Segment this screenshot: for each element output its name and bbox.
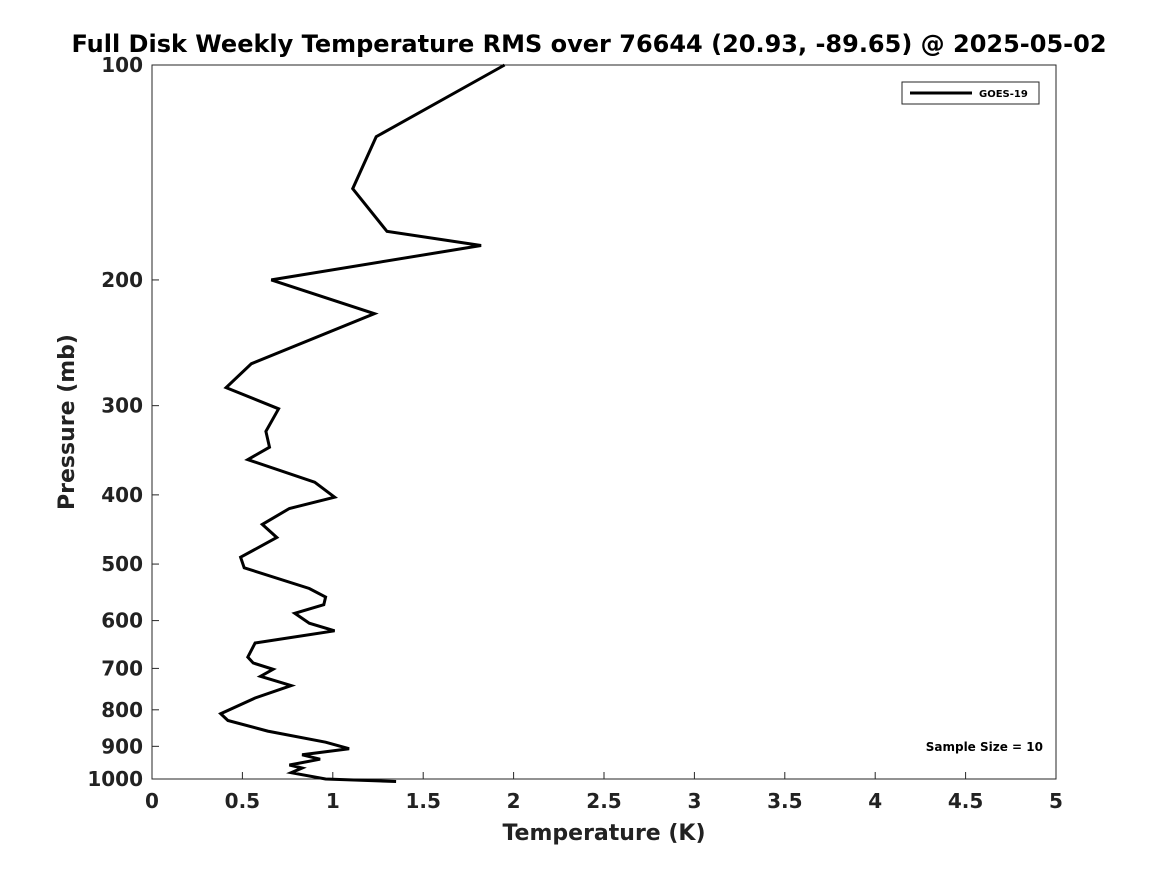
x-tick-label: 1 bbox=[326, 789, 340, 813]
x-tick-label: 3 bbox=[687, 789, 701, 813]
y-tick-label: 300 bbox=[101, 394, 143, 418]
y-tick-label: 600 bbox=[101, 609, 143, 633]
x-tick-label: 2.5 bbox=[586, 789, 621, 813]
y-tick-label: 400 bbox=[101, 483, 143, 507]
x-tick-label: 4 bbox=[868, 789, 882, 813]
legend-entry-goes-19: GOES-19 bbox=[979, 89, 1028, 100]
sample-size-annotation: Sample Size = 10 bbox=[926, 740, 1043, 754]
y-axis-label: Pressure (mb) bbox=[55, 334, 80, 510]
y-tick-label: 800 bbox=[101, 698, 143, 722]
x-axis: 0 0.5 1 1.5 2 2.5 3 3.5 4 4.5 5 bbox=[145, 772, 1063, 813]
y-axis: 100 200 300 400 500 600 700 800 900 1000 bbox=[87, 53, 159, 791]
x-tick-label: 4.5 bbox=[948, 789, 983, 813]
y-tick-label: 200 bbox=[101, 268, 143, 292]
y-tick-label: 500 bbox=[101, 552, 143, 576]
x-tick-label: 0.5 bbox=[225, 789, 260, 813]
x-axis-label: Temperature (K) bbox=[502, 821, 705, 846]
x-tick-label: 2 bbox=[507, 789, 521, 813]
x-tick-label: 3.5 bbox=[767, 789, 802, 813]
series-layer bbox=[218, 63, 506, 783]
y-tick-label: 900 bbox=[101, 734, 143, 758]
legend: GOES-19 bbox=[901, 81, 1040, 105]
y-tick-label: 100 bbox=[101, 53, 143, 77]
y-tick-label: 1000 bbox=[87, 767, 143, 791]
x-tick-label: 0 bbox=[145, 789, 159, 813]
plot-area-frame bbox=[151, 64, 1057, 780]
y-tick-label: 700 bbox=[101, 656, 143, 680]
x-tick-label: 1.5 bbox=[405, 789, 440, 813]
x-tick-label: 5 bbox=[1049, 789, 1063, 813]
chart-title: Full Disk Weekly Temperature RMS over 76… bbox=[71, 30, 1106, 58]
series-line-goes-19 bbox=[218, 63, 506, 783]
